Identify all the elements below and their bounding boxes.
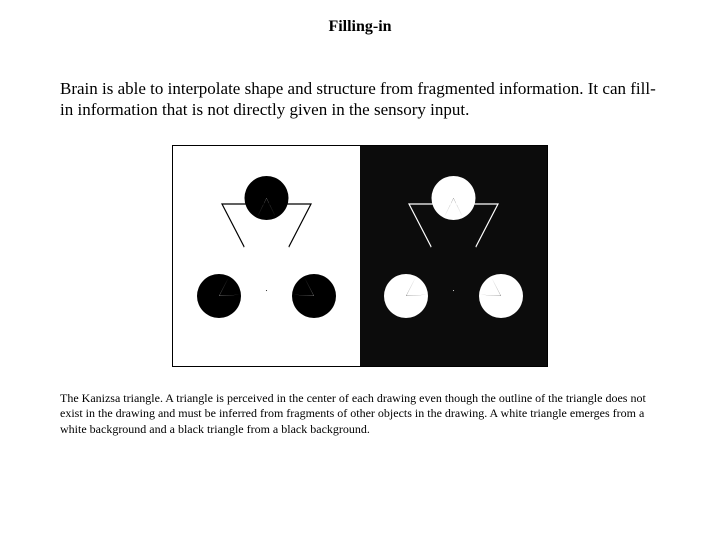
kanizsa-panel-light bbox=[173, 146, 360, 366]
body-text: Brain is able to interpolate shape and s… bbox=[60, 78, 664, 121]
page-title: Filling-in bbox=[0, 0, 720, 36]
kanizsa-panel-dark bbox=[360, 146, 547, 366]
figure-caption: The Kanizsa triangle. A triangle is perc… bbox=[60, 391, 664, 438]
kanizsa-figure bbox=[172, 145, 548, 367]
slide: Filling-in Brain is able to interpolate … bbox=[0, 0, 720, 540]
